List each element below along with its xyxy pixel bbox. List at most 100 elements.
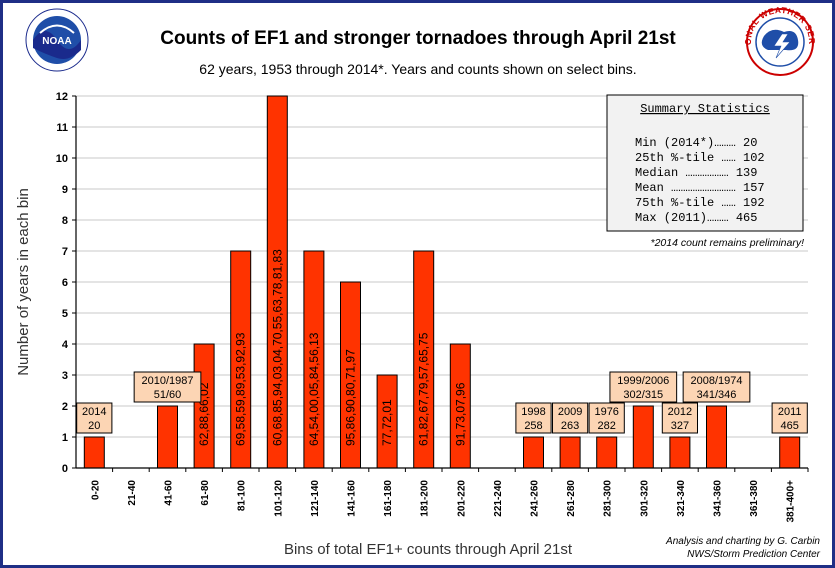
annotation-counts: 263 (561, 420, 579, 432)
y-tick-label: 0 (62, 463, 68, 475)
credit-line-2: NWS/Storm Prediction Center (687, 549, 820, 560)
x-tick-label: 41-60 (164, 480, 175, 506)
annotation-years: 2014 (82, 406, 106, 418)
bar-year-label: 77,72,01 (380, 399, 394, 446)
y-tick-label: 4 (62, 339, 69, 351)
y-tick-label: 10 (56, 153, 68, 165)
annotation-years: 2010/1987 (142, 375, 194, 387)
bar (632, 405, 654, 469)
annotation-years: 1976 (594, 406, 618, 418)
annotation-years: 2012 (668, 406, 692, 418)
annotation-box (771, 402, 808, 434)
bars (83, 95, 801, 469)
x-tick-label: 161-180 (383, 480, 394, 517)
summary-statistics-box: Summary Statistics Min (2014*)……… 20 25t… (606, 94, 804, 232)
x-tick-label: 81-100 (237, 480, 248, 512)
bar (779, 436, 801, 469)
bin-annotation: 2011 465 (771, 402, 808, 434)
annotation-box (661, 402, 698, 434)
chart-subtitle: 62 years, 1953 through 2014*. Years and … (199, 61, 636, 77)
bar-year-label: 61,82,67,79,57,65,75 (417, 332, 431, 446)
x-tick-label: 121-140 (310, 480, 321, 517)
x-axis-label: Bins of total EF1+ counts through April … (284, 541, 573, 558)
bar-year-label: 95,86,90,80,71,97 (344, 349, 358, 446)
noaa-logo-text: NOAA (42, 36, 71, 47)
bar-year-label: 91,73,07,96 (453, 382, 467, 446)
bar (669, 436, 691, 469)
summary-row: Mean ……………………… 157 (635, 181, 765, 195)
y-tick-label: 3 (62, 370, 68, 382)
annotation-years: 2008/1974 (691, 375, 743, 387)
annotation-counts: 282 (598, 420, 616, 432)
bar (83, 436, 105, 469)
x-tick-label: 281-300 (603, 480, 614, 517)
x-tick-label: 141-160 (347, 480, 358, 517)
bar-year-labels: 62,88,66,02 69,58,59,89,53,92,93 60,68,85,… (197, 249, 467, 446)
bin-annotation: 2012 327 (661, 402, 698, 434)
annotation-counts: 302/315 (623, 389, 663, 401)
annotation-counts: 327 (671, 420, 689, 432)
bin-annotation: 2010/1987 51/60 (133, 371, 202, 403)
x-tick-label: 221-240 (493, 480, 504, 517)
x-tick-label: 341-360 (713, 480, 724, 517)
y-tick-label: 12 (56, 91, 68, 103)
x-tick-label: 301-320 (639, 480, 650, 517)
bin-annotation: 1999/2006 302/315 (609, 371, 678, 403)
x-tick-label: 201-220 (456, 480, 467, 517)
bar-year-label: 64,54,00,05,84,56,13 (307, 332, 321, 446)
y-tick-label: 7 (62, 246, 68, 258)
annotation-years: 2011 (778, 406, 802, 418)
x-tick-label: 181-200 (420, 480, 431, 517)
x-tick-label: 241-260 (530, 480, 541, 517)
summary-row: 25th %-tile …… 102 (635, 151, 765, 165)
noaa-logo: NOAA (25, 8, 89, 72)
x-tick-labels: 0-20 21-40 41-60 61-80 81-100 101-120 121-140 1… (90, 480, 796, 523)
bar-year-label: 60,68,85,94,03,04,70,55,63,78,81,83 (270, 249, 284, 446)
bin-annotation: 2009 263 (552, 402, 589, 434)
y-tick-label: 11 (56, 122, 68, 134)
chart-title: Counts of EF1 and stronger tornadoes thr… (160, 28, 676, 49)
x-tick-label: 0-20 (90, 480, 101, 500)
bin-annotation: 2014 20 (76, 402, 113, 434)
bar (706, 405, 727, 469)
x-tick-label: 381-400+ (786, 480, 797, 523)
annotation-box (515, 402, 552, 434)
annotation-counts: 20 (88, 420, 100, 432)
x-tick-label: 321-340 (676, 480, 687, 517)
summary-row: 75th %-tile …… 192 (635, 196, 765, 210)
summary-row: Median ……………… 139 (635, 166, 757, 180)
bin-annotation: 1976 282 (588, 402, 625, 434)
y-tick-label: 5 (62, 308, 68, 320)
y-axis-label: Number of years in each bin (15, 188, 32, 376)
y-tick-label: 2 (62, 401, 68, 413)
annotation-box (609, 371, 678, 403)
x-tick-label: 21-40 (127, 480, 138, 506)
x-tick-label: 361-380 (749, 480, 760, 517)
annotation-box (552, 402, 589, 434)
y-tick-label: 8 (62, 215, 68, 227)
summary-title: Summary Statistics (640, 102, 770, 116)
annotation-box (588, 402, 625, 434)
bar (596, 436, 618, 469)
annotation-years: 2009 (558, 406, 582, 418)
annotation-years: 1999/2006 (617, 375, 669, 387)
bin-annotation: 2008/1974 341/346 (682, 371, 751, 403)
preliminary-note: *2014 count remains preliminary! (651, 237, 805, 249)
annotation-counts: 258 (524, 420, 542, 432)
bar-year-label: 69,58,59,89,53,92,93 (234, 332, 248, 446)
bar (559, 436, 581, 469)
annotation-counts: 465 (781, 420, 799, 432)
annotation-counts: 51/60 (154, 389, 182, 401)
summary-row: Min (2014*)……… 20 (635, 136, 757, 150)
annotation-box (682, 371, 751, 403)
y-tick-label: 9 (62, 184, 68, 196)
annotation-counts: 341/346 (697, 389, 737, 401)
annotation-box (133, 371, 202, 403)
y-tick-label: 1 (62, 432, 68, 444)
bin-annotation-boxes: 2014 20 2010/1987 51/60 1998 258 2009 263 1976 28… (76, 371, 808, 434)
summary-row: Max (2011)……… 465 (635, 211, 757, 225)
bin-annotation: 1998 258 (515, 402, 552, 434)
